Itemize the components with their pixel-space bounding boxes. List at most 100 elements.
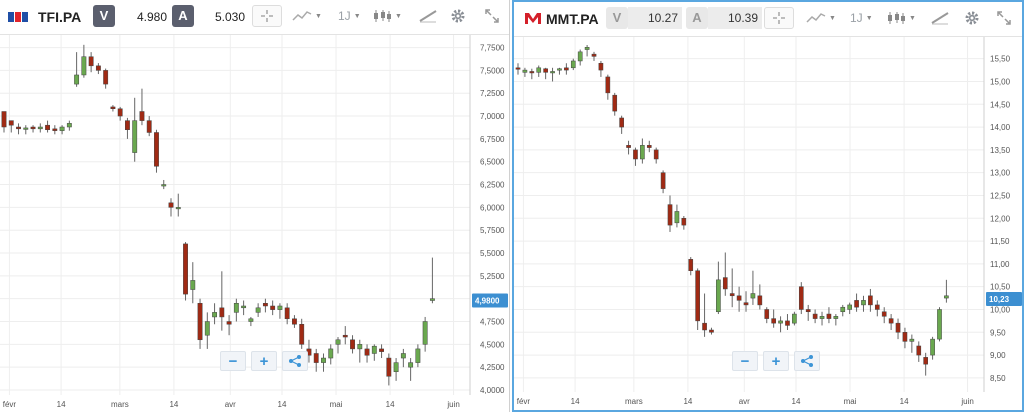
candle-body xyxy=(66,123,72,128)
y-tick-label: 10,50 xyxy=(990,283,1011,292)
zoom-out-button[interactable]: − xyxy=(220,351,246,371)
crosshair-button[interactable] xyxy=(252,5,282,27)
candle-body xyxy=(536,67,542,73)
y-tick-label: 5,7500 xyxy=(480,226,505,235)
share-icon xyxy=(801,355,813,367)
candle-body xyxy=(88,56,94,67)
x-tick-label: févr xyxy=(517,397,531,406)
candle-body xyxy=(161,184,167,187)
instrument-symbol[interactable]: TFI.PA xyxy=(38,9,82,25)
candle-body xyxy=(667,204,673,226)
timeframe-dropdown[interactable]: 1J ▼ xyxy=(338,9,361,23)
candle-body xyxy=(350,339,355,350)
candle-body xyxy=(543,68,548,73)
y-tick-label: 6,2500 xyxy=(480,181,505,190)
candles-dropdown[interactable]: ▼ xyxy=(372,5,402,27)
share-icon xyxy=(289,355,301,367)
candle-body xyxy=(255,307,261,313)
chart-type-dropdown[interactable]: ▼ xyxy=(292,5,322,27)
buy-price[interactable]: 10.39 xyxy=(708,7,762,29)
chart-panel-mmt[interactable]: MMT.PA V 10.27 A 10.39 ▼ 1J ▼ ▼ 15,50 15,0… xyxy=(512,0,1024,412)
y-tick-label: 9,50 xyxy=(990,328,1006,337)
candle-body xyxy=(321,357,326,363)
candle-body xyxy=(584,47,590,50)
share-button[interactable] xyxy=(794,351,820,371)
expand-button[interactable] xyxy=(484,5,500,27)
x-tick-label: 14 xyxy=(683,397,692,406)
m6-logo-icon xyxy=(525,13,541,24)
x-tick-label: 14 xyxy=(571,397,580,406)
y-tick-label: 4,5000 xyxy=(480,340,505,349)
candles-dropdown[interactable]: ▼ xyxy=(886,7,916,29)
candle-body xyxy=(342,334,348,338)
candle-body xyxy=(729,293,735,297)
candlestick-chart[interactable]: 15,50 15,00 14,50 14,00 13,50 13,00 12,50 12,00… xyxy=(514,37,1022,412)
timeframe-dropdown[interactable]: 1J ▼ xyxy=(850,11,873,25)
share-button[interactable] xyxy=(282,351,308,371)
sell-price[interactable]: 10.27 xyxy=(628,7,682,29)
candlestick-chart[interactable]: 7,7500 7,5000 7,2500 7,0000 6,7500 6,5000 6,25… xyxy=(0,35,510,412)
candle-body xyxy=(335,339,341,345)
buy-price[interactable]: 5.030 xyxy=(214,10,245,24)
instrument-symbol[interactable]: MMT.PA xyxy=(546,11,599,27)
chart-type-dropdown[interactable]: ▼ xyxy=(806,7,836,29)
buy-button[interactable]: A xyxy=(172,5,194,27)
gear-icon xyxy=(965,11,979,25)
chart-panel-tfi[interactable]: TFI.PA V 4.980 A 5.030 ▼ 1J ▼ ▼ 7,7500 7,5… xyxy=(0,0,510,412)
candle-body xyxy=(750,293,756,299)
sell-button[interactable]: V xyxy=(606,7,628,29)
drawing-tools-button[interactable] xyxy=(418,5,438,27)
sell-price[interactable]: 4.980 xyxy=(136,10,167,24)
settings-button[interactable] xyxy=(964,7,980,29)
buy-button[interactable]: A xyxy=(686,7,708,29)
candle-body xyxy=(888,318,894,324)
candle-body xyxy=(688,259,694,271)
candle-body xyxy=(357,344,363,350)
instrument-toolbar: TFI.PA V 4.980 A 5.030 ▼ 1J ▼ ▼ xyxy=(0,0,509,35)
y-tick-label: 12,50 xyxy=(990,191,1011,200)
x-tick-label: mai xyxy=(330,400,343,409)
x-tick-label: févr xyxy=(3,400,17,409)
sell-button[interactable]: V xyxy=(93,5,115,27)
zoom-in-button[interactable]: + xyxy=(251,351,277,371)
candle-body xyxy=(633,149,638,160)
timeframe-label: 1J xyxy=(850,11,863,25)
candle-body xyxy=(854,300,859,308)
candle-body xyxy=(570,60,576,69)
zoom-out-button[interactable]: − xyxy=(732,351,758,371)
candle-body xyxy=(515,67,521,70)
candle-body xyxy=(248,318,254,322)
gear-icon xyxy=(451,9,465,23)
y-tick-label: 11,50 xyxy=(990,237,1010,246)
candle-body xyxy=(168,202,174,208)
candle-body xyxy=(23,127,29,130)
crosshair-button[interactable] xyxy=(764,7,794,29)
candle-body xyxy=(393,362,399,372)
settings-button[interactable] xyxy=(450,5,466,27)
x-tick-label: 14 xyxy=(57,400,66,409)
candle-body xyxy=(798,286,804,310)
candle-body xyxy=(702,322,707,331)
x-tick-label: 14 xyxy=(792,397,801,406)
candle-body xyxy=(110,106,116,109)
candle-body xyxy=(695,270,700,322)
zoom-controls: − + xyxy=(220,351,308,371)
y-tick-label: 5,2500 xyxy=(480,272,505,281)
candle-body xyxy=(916,345,922,356)
candle-body xyxy=(190,280,196,290)
y-tick-label: 6,0000 xyxy=(480,203,505,212)
current-price-badge xyxy=(472,293,508,308)
candle-body xyxy=(175,207,181,210)
x-tick-label: 14 xyxy=(900,397,909,406)
y-tick-label: 13,50 xyxy=(990,146,1011,155)
candle-body xyxy=(277,305,283,310)
candle-body xyxy=(743,302,749,306)
zoom-in-button[interactable]: + xyxy=(763,351,789,371)
expand-button[interactable] xyxy=(996,7,1012,29)
candle-body xyxy=(646,145,652,148)
x-tick-label: 14 xyxy=(278,400,287,409)
candle-body xyxy=(30,126,36,130)
x-tick-label: mai xyxy=(844,397,857,406)
drawing-tools-button[interactable] xyxy=(930,7,950,29)
x-tick-label: avr xyxy=(225,400,236,409)
